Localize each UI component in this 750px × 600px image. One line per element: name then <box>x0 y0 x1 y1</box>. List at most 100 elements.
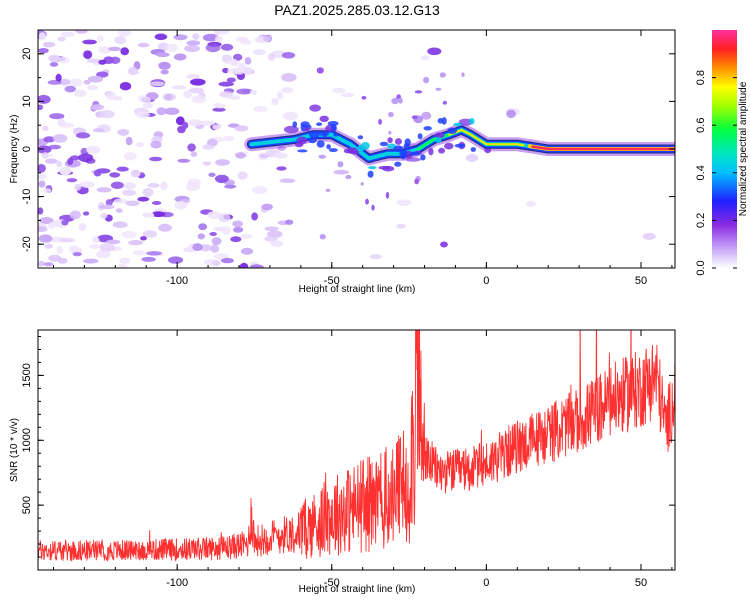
noise-blob <box>47 144 62 150</box>
noise-blob <box>285 219 294 225</box>
noise-blob <box>232 226 244 233</box>
noise-blob <box>234 125 249 132</box>
colorbar-tick-label: 0.8 <box>695 70 707 85</box>
noise-blob <box>67 157 74 165</box>
noise-blob <box>526 200 536 207</box>
spectrogram-y-tick-label: 0 <box>21 146 33 152</box>
noise-blob <box>186 40 201 46</box>
noise-blob <box>38 32 47 41</box>
noise-blob <box>506 109 516 119</box>
noise-blob <box>48 54 61 63</box>
noise-blob <box>151 201 162 205</box>
noise-blob <box>72 252 82 257</box>
noise-blob <box>38 226 48 233</box>
noise-blob <box>187 143 196 152</box>
signal-speck <box>439 72 446 78</box>
noise-blob <box>267 53 276 61</box>
noise-blob <box>207 211 222 220</box>
snr-x-tick-label: -50 <box>324 577 340 589</box>
signal-blob <box>423 126 432 131</box>
noise-blob <box>199 120 215 126</box>
noise-blob <box>117 30 132 37</box>
noise-blob <box>100 212 108 219</box>
noise-blob <box>214 174 229 183</box>
noise-blob <box>158 61 171 70</box>
noise-blob <box>240 247 254 255</box>
noise-blob <box>273 152 288 159</box>
noise-blob <box>146 251 162 256</box>
noise-blob <box>218 81 234 87</box>
noise-blob <box>93 169 102 177</box>
noise-blob <box>38 234 53 243</box>
noise-blob <box>165 43 179 53</box>
noise-blob <box>173 53 187 61</box>
noise-blob <box>249 90 258 95</box>
noise-blob <box>74 183 82 191</box>
noise-blob <box>96 250 111 259</box>
noise-blob <box>123 152 137 161</box>
noise-blob <box>261 203 273 211</box>
noise-blob <box>249 264 264 268</box>
signal-speck <box>391 97 399 105</box>
spectrogram-x-tick-label: 0 <box>483 275 489 287</box>
signal-speck <box>398 97 403 104</box>
signal-blob <box>394 161 402 167</box>
noise-blob <box>40 153 54 158</box>
noise-blob <box>140 236 147 241</box>
noise-blob <box>233 53 243 61</box>
signal-blob <box>417 133 423 140</box>
noise-blob <box>58 78 71 86</box>
noise-blob <box>110 56 121 64</box>
signal-blob <box>434 132 445 139</box>
noise-blob <box>115 208 123 213</box>
colorbar-gradient <box>712 30 737 268</box>
noise-blob <box>120 47 129 56</box>
noise-blob <box>59 56 70 64</box>
signal-blob <box>470 147 476 152</box>
noise-blob <box>319 234 326 240</box>
noise-blob <box>75 30 87 34</box>
noise-blob <box>55 73 62 82</box>
noise-blob <box>123 182 136 190</box>
signal-blob <box>368 166 377 170</box>
spectrogram-y-tick-label: -20 <box>21 236 33 252</box>
signal-blob <box>361 142 370 150</box>
noise-blob <box>197 233 205 240</box>
noise-blob <box>45 158 58 164</box>
noise-blob <box>221 43 234 51</box>
signal-blob <box>438 147 445 154</box>
signal-speck <box>414 90 423 94</box>
noise-blob <box>128 239 144 246</box>
noise-blob <box>113 198 128 204</box>
noise-blob <box>212 124 220 130</box>
noise-blob <box>192 33 200 40</box>
noise-blob <box>121 230 137 239</box>
noise-blob <box>108 46 121 52</box>
signal-speck <box>325 188 331 192</box>
noise-blob <box>38 48 49 54</box>
noise-blob <box>427 47 442 56</box>
noise-blob <box>119 257 131 264</box>
noise-blob <box>396 223 406 229</box>
noise-blob <box>87 75 103 83</box>
noise-blob <box>198 223 208 231</box>
signal-blob <box>379 141 389 147</box>
signal-speck <box>361 95 367 100</box>
colorbar-label: Normalized spectral amplitude <box>738 81 749 216</box>
noise-blob <box>279 178 296 183</box>
noise-blob <box>232 220 244 228</box>
signal-blob <box>316 122 323 126</box>
noise-blob <box>96 35 104 42</box>
noise-blob <box>114 36 126 45</box>
noise-blob <box>98 59 107 65</box>
signal-blob <box>296 136 308 145</box>
noise-blob <box>87 85 99 91</box>
snr-y-tick-label: 500 <box>21 496 33 514</box>
noise-blob <box>78 223 86 231</box>
signal-speck <box>378 118 382 125</box>
signal-speck <box>461 72 465 77</box>
noise-blob <box>277 146 286 151</box>
noise-blob <box>226 77 236 83</box>
noise-blob <box>83 50 93 59</box>
spectrogram-y-tick-label: 20 <box>21 48 33 60</box>
